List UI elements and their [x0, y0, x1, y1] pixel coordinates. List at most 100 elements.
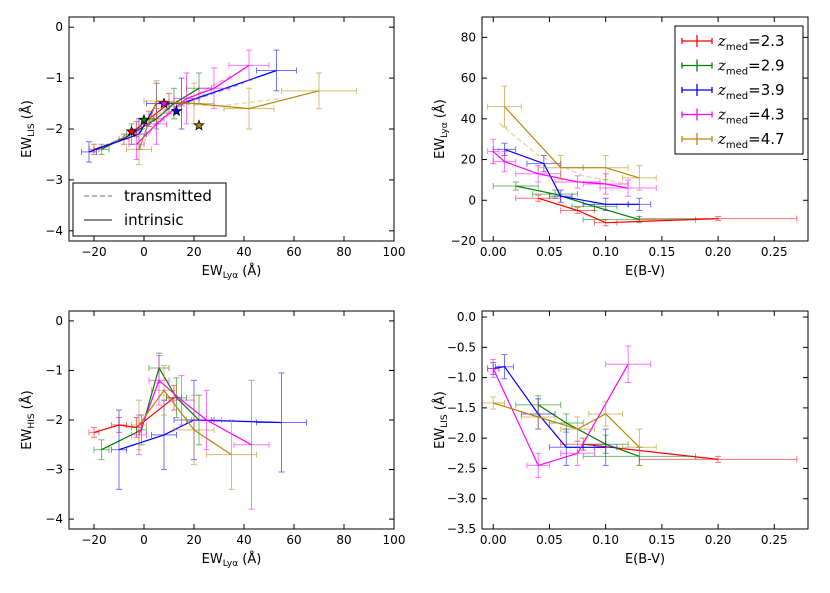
data-point-z4.7	[173, 82, 215, 125]
legend-label-z3.9: zmed=3.9	[717, 81, 785, 102]
axes-frame	[68, 310, 395, 530]
legend-label-z2.3: zmed=2.3	[717, 32, 785, 53]
legend-redshift: zmed=2.3 zmed=2.9 zmed=3.9 zmed=4.3 zmed=4.7	[674, 25, 804, 155]
data-point-z3.9	[582, 197, 629, 211]
y-tick-label: −3	[45, 463, 63, 477]
y-tick-label: −0.5	[447, 340, 476, 354]
data-point-z4.7	[151, 365, 177, 416]
data-point-z2.9	[582, 216, 697, 224]
series-line-z4.7	[138, 90, 320, 150]
y-tick-label: −1	[45, 71, 63, 85]
x-tick-label: 0.15	[649, 245, 676, 259]
x-axis-label: E(B-V)	[625, 264, 665, 279]
data-point-z3.9	[81, 141, 97, 163]
data-point-z2.3	[638, 455, 798, 463]
data-point-z4.3	[526, 452, 550, 479]
x-axis-label: EWLyα (Å)	[202, 263, 262, 281]
y-axis-label: EWLIS (Å)	[432, 391, 450, 449]
data-point-z4.7	[560, 416, 595, 442]
x-axis-label: EWLyα (Å)	[202, 551, 262, 569]
data-point-z4.7	[206, 419, 257, 490]
data-point-z4.7	[520, 404, 556, 430]
y-tick-label: −3.5	[447, 522, 476, 536]
x-tick-label: 20	[186, 245, 201, 259]
panel-lis-vs-lya: −20 0 20 40 60 80 100 −4 −3 −2 −1 0 EWLyα (Å) EWLIS (…	[19, 16, 406, 281]
x-tick-label: 0.10	[592, 533, 619, 547]
x-tick-label: 0	[140, 245, 148, 259]
x-tick-label: 0.20	[705, 533, 732, 547]
axes-frame	[481, 16, 809, 242]
series-line-z4.3	[136, 64, 250, 145]
data-point-z4.7	[281, 72, 357, 110]
panel-his-vs-lya: −20 0 20 40 60 80 100 −4 −3 −2 −1 0 EWLyα (Å) EWHIS (…	[19, 310, 406, 569]
data-point-z4.3	[492, 150, 517, 173]
y-tick-label: 80	[461, 30, 476, 44]
panel-lis-vs-ebv: 0.00 0.05 0.10 0.15 0.20 0.25 −3.5 −3.0 −2.5 −2.0…	[432, 310, 809, 567]
data-point-z2.9	[571, 201, 618, 211]
data-point-z4.7	[622, 165, 657, 191]
y-tick-label: −1.5	[447, 401, 476, 415]
data-point-z2.9	[93, 439, 110, 461]
data-point-z2.9	[492, 181, 539, 191]
y-tick-label: −2.5	[447, 461, 476, 475]
data-point-z4.3	[191, 389, 222, 451]
y-tick-label: −2.0	[447, 431, 476, 445]
data-point-z4.3	[173, 72, 200, 125]
series-line-z2.3	[583, 443, 719, 460]
transmitted-line-z4.7	[498, 122, 629, 185]
x-tick-label: 0.00	[480, 533, 507, 547]
data-point-z4.3	[233, 379, 270, 510]
x-tick-label: 100	[383, 533, 406, 547]
y-tick-label: 0	[55, 314, 63, 328]
x-tick-label: 80	[336, 245, 351, 259]
x-axis-label: E(B-V)	[625, 552, 665, 567]
data-point-z4.7	[487, 85, 522, 128]
data-point-z4.3	[228, 49, 270, 82]
legend-label-z4.3: zmed=4.3	[717, 106, 785, 127]
data-point-z4.3	[605, 345, 652, 383]
star-marker-z3.9	[170, 105, 183, 117]
legend-box	[72, 182, 227, 237]
x-tick-label: 0.15	[649, 533, 676, 547]
series-line-z4.3	[492, 364, 629, 467]
data-point-z4.3	[554, 175, 601, 189]
x-tick-label: −20	[81, 533, 106, 547]
data-point-z2.3	[88, 426, 100, 438]
x-tick-label: 100	[383, 245, 406, 259]
legend-swatch-z3.9	[681, 84, 713, 96]
plot-area	[487, 85, 798, 227]
series-line-z2.3	[93, 397, 175, 433]
data-point-z4.3	[487, 358, 500, 379]
legend-line-styles: transmitted intrinsic	[72, 182, 227, 237]
legend-swatch-z4.7	[681, 133, 713, 145]
x-tick-label: 0.25	[761, 245, 788, 259]
y-tick-label: 20	[461, 153, 476, 167]
y-tick-label: −2	[45, 122, 63, 136]
transmitted-line-z2.3	[93, 103, 175, 150]
data-point-z3.9	[593, 428, 618, 466]
series-line-z4.3	[492, 150, 629, 189]
series-line-z2.9	[515, 185, 640, 221]
transmitted-line-z4.3	[136, 75, 232, 145]
data-point-z4.3	[599, 179, 657, 197]
legend-label-z4.7: zmed=4.7	[717, 130, 785, 151]
x-tick-label: 0.05	[536, 245, 563, 259]
y-tick-label: 60	[461, 71, 476, 85]
y-axis-label: EWHIS (Å)	[19, 390, 37, 449]
legend-transmitted-label: transmitted	[124, 187, 212, 205]
data-point-z2.3	[593, 219, 618, 227]
series-line-z4.7	[138, 389, 232, 456]
data-point-z4.3	[128, 128, 145, 161]
star-marker-z4.3	[158, 97, 170, 109]
y-tick-label: 0	[55, 20, 63, 34]
star-marker-z2.3	[125, 125, 138, 137]
plot-area	[88, 352, 307, 510]
legend-swatch-z2.3	[681, 35, 713, 47]
x-tick-label: 0	[140, 533, 148, 547]
transmitted-line-z2.9	[101, 92, 207, 150]
axes-frame	[68, 16, 395, 242]
y-tick-label: −4	[45, 224, 63, 238]
data-point-z4.3	[198, 67, 230, 110]
x-tick-label: 0.05	[536, 533, 563, 547]
x-tick-label: 60	[286, 245, 301, 259]
